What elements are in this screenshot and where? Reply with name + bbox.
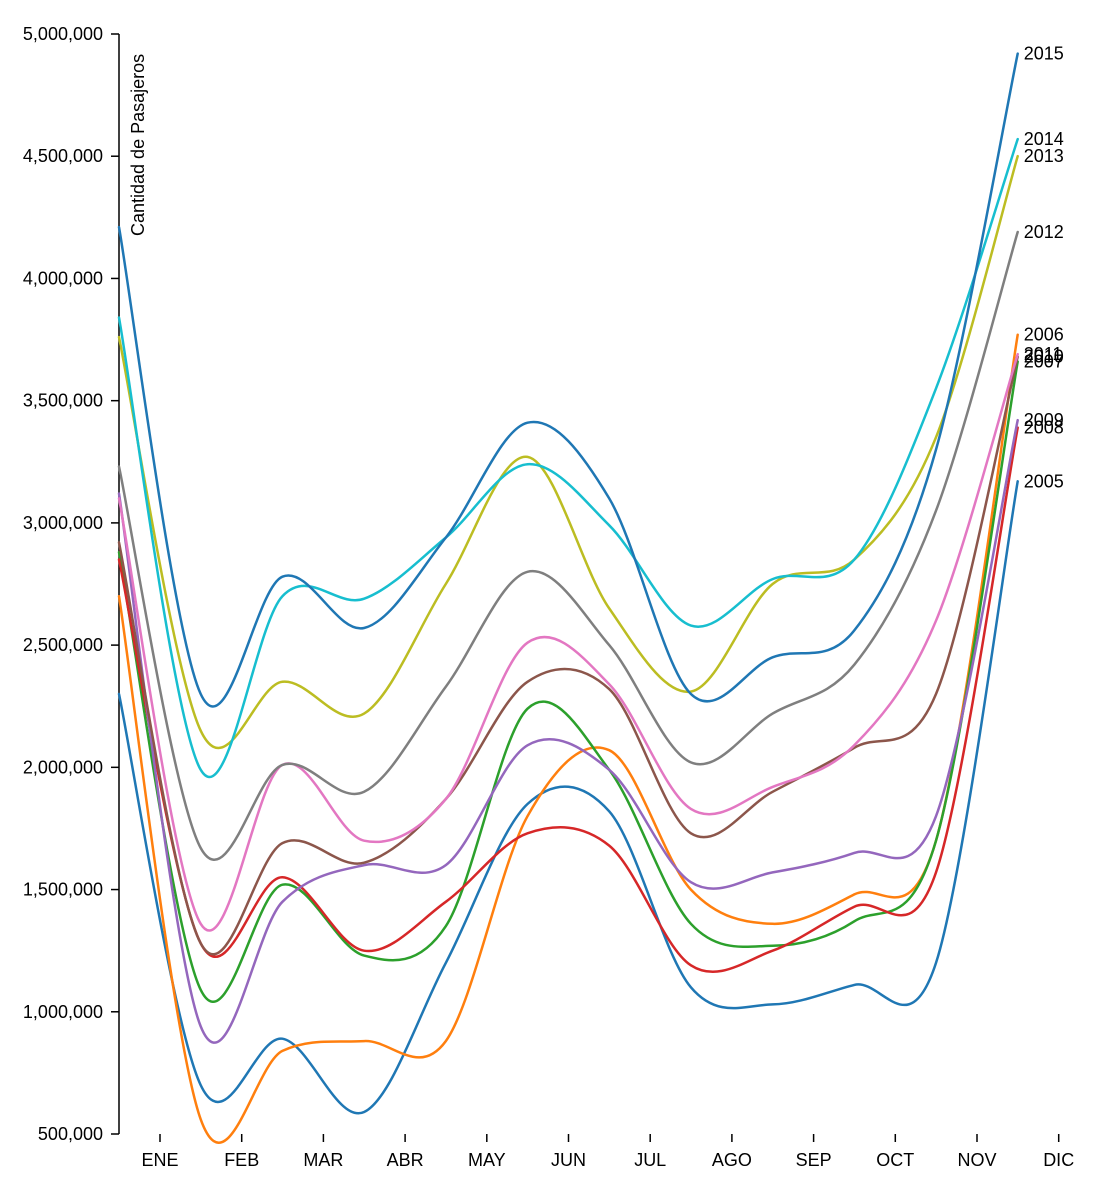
series-label-2006: 2006 [1024, 325, 1064, 345]
y-tick-label: 4,000,000 [23, 268, 103, 288]
x-tick-label: JUN [551, 1150, 586, 1170]
x-tick-label: MAY [468, 1150, 506, 1170]
series-line-2015 [117, 52, 1019, 708]
series-label-2015: 2015 [1024, 44, 1064, 64]
series-line-2011 [117, 352, 1019, 932]
series-group [117, 52, 1019, 1144]
y-axis-label: Cantidad de Pasajeros [128, 54, 148, 236]
series-line-2012 [117, 230, 1019, 861]
y-tick-label: 5,000,000 [23, 24, 103, 44]
series-label-2012: 2012 [1024, 222, 1064, 242]
y-axis: 500,000 1,000,000 1,500,000 2,000,000 2,500,… [23, 24, 120, 1144]
series-label-2010: 2010 [1024, 347, 1064, 367]
y-tick-label: 2,500,000 [23, 635, 103, 655]
series-line-2008 [117, 426, 1019, 973]
series-line-2009 [117, 418, 1019, 1044]
series-label-2009: 2009 [1024, 410, 1064, 430]
x-tick-label: JUL [634, 1150, 666, 1170]
y-tick-label: 1,500,000 [23, 880, 103, 900]
series-line-2007 [117, 360, 1019, 1003]
y-tick-label: 3,500,000 [23, 391, 103, 411]
series-label-2005: 2005 [1024, 471, 1064, 491]
series-line-2014 [117, 137, 1019, 779]
x-tick-label: ABR [387, 1150, 424, 1170]
x-tick-label: SEP [796, 1150, 832, 1170]
series-label-2011: 2011 [1024, 344, 1063, 364]
y-tick-label: 2,000,000 [23, 757, 103, 777]
x-tick-label: NOV [957, 1150, 996, 1170]
y-tick-label: 500,000 [38, 1124, 103, 1144]
series-labels: 2005200620072008200920102011201220132014… [1024, 44, 1064, 492]
series-line-2010 [117, 355, 1019, 956]
series-label-2007: 2007 [1024, 352, 1064, 372]
series-line-2005 [117, 480, 1019, 1115]
series-label-2013: 2013 [1024, 146, 1064, 166]
x-axis: ENE FEB MAR ABR MAY JUN JUL AGO SEP OCT NOV DIC [141, 1134, 1074, 1170]
x-tick-label: ENE [141, 1150, 178, 1170]
series-label-2008: 2008 [1024, 418, 1064, 438]
x-tick-label: AGO [712, 1150, 752, 1170]
series-label-2014: 2014 [1024, 129, 1064, 149]
x-tick-label: OCT [876, 1150, 914, 1170]
x-tick-label: FEB [224, 1150, 259, 1170]
x-tick-label: MAR [303, 1150, 343, 1170]
series-line-2013 [117, 154, 1019, 750]
x-tick-label: DIC [1043, 1150, 1074, 1170]
y-tick-label: 3,000,000 [23, 513, 103, 533]
y-tick-label: 1,000,000 [23, 1002, 103, 1022]
y-tick-label: 4,500,000 [23, 146, 103, 166]
series-line-2006 [117, 333, 1019, 1144]
